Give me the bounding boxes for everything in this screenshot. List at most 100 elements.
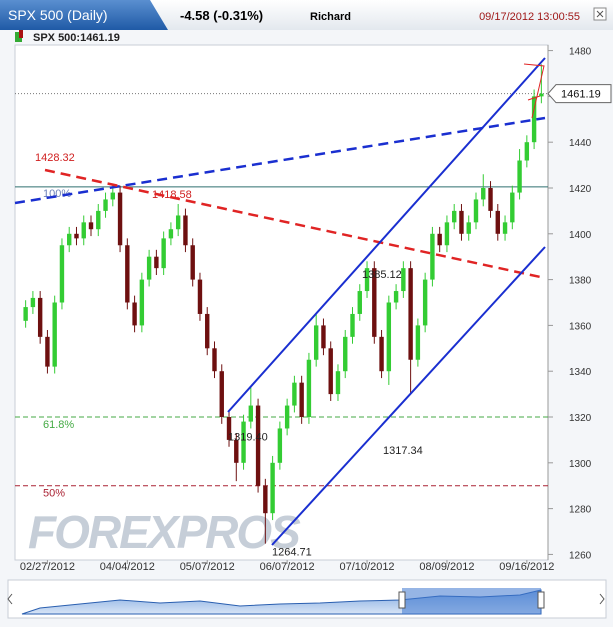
candle-body bbox=[45, 336, 50, 367]
candle-body bbox=[248, 405, 254, 422]
candle-body bbox=[67, 233, 72, 246]
candle-body bbox=[168, 229, 174, 239]
navigator-handle-left[interactable] bbox=[398, 591, 406, 609]
candle-body bbox=[110, 192, 115, 200]
candle-body bbox=[59, 245, 65, 303]
candle-body bbox=[495, 210, 500, 234]
navigator-left-arrow[interactable] bbox=[7, 593, 13, 605]
navigator-right-arrow[interactable] bbox=[599, 593, 605, 605]
title-tab[interactable] bbox=[0, 0, 168, 30]
candle-body bbox=[96, 210, 101, 230]
candle-body bbox=[52, 302, 57, 367]
x-tick-label: 02/27/2012 bbox=[20, 561, 75, 573]
y-tick-label: 1300 bbox=[569, 459, 592, 470]
x-tick-label: 07/10/2012 bbox=[340, 561, 395, 573]
price-label: 1428.32 bbox=[35, 152, 75, 164]
candle-body bbox=[539, 93, 544, 97]
candle-body bbox=[531, 96, 537, 143]
candle-body bbox=[408, 268, 413, 360]
candle-body bbox=[452, 210, 457, 223]
candle-body bbox=[175, 215, 181, 230]
candle-body bbox=[502, 222, 508, 234]
y-tick-label: 1260 bbox=[569, 550, 592, 561]
y-tick-label: 1320 bbox=[569, 413, 592, 424]
y-tick-label: 1480 bbox=[569, 47, 592, 58]
candle-body bbox=[430, 233, 435, 280]
candle-body bbox=[23, 307, 28, 321]
y-tick-label: 1420 bbox=[569, 184, 592, 195]
candle-body bbox=[30, 297, 36, 308]
candle-body bbox=[270, 462, 275, 514]
legend-icon-up bbox=[15, 32, 22, 42]
candle-body bbox=[241, 421, 246, 463]
candle-body bbox=[284, 405, 290, 429]
candle-body bbox=[473, 199, 479, 223]
x-tick-label: 06/07/2012 bbox=[260, 561, 315, 573]
change: -4.58 (-0.31%) bbox=[180, 8, 263, 23]
price-label: 1385.12 bbox=[362, 269, 402, 281]
candle-body bbox=[299, 382, 304, 418]
last-price-value: 1461.19 bbox=[561, 89, 601, 101]
candle-body bbox=[517, 160, 522, 193]
candle-body bbox=[154, 256, 159, 269]
candle-body bbox=[103, 199, 108, 211]
candle-body bbox=[263, 485, 268, 514]
candle-body bbox=[183, 215, 188, 246]
last-price-tag bbox=[547, 84, 612, 104]
channel-upper bbox=[227, 57, 546, 413]
candle-body bbox=[393, 291, 399, 303]
watermark: FOREXPROS bbox=[28, 506, 301, 558]
candle-body bbox=[125, 245, 130, 303]
price-label: 1317.34 bbox=[383, 445, 423, 457]
x-tick-label: 09/16/2012 bbox=[499, 561, 554, 573]
candle-body bbox=[292, 382, 297, 406]
price-label: 1418.58 bbox=[152, 189, 192, 201]
y-tick-label: 1400 bbox=[569, 230, 592, 241]
price-label: 1264.71 bbox=[272, 547, 312, 559]
close-icon bbox=[596, 10, 604, 18]
candle-body bbox=[372, 268, 377, 337]
candle-body bbox=[386, 302, 392, 372]
candle-body bbox=[74, 233, 79, 239]
candle-body bbox=[205, 313, 210, 349]
candle-body bbox=[510, 192, 515, 223]
candle-body bbox=[350, 313, 355, 337]
price-label: 1319.40 bbox=[228, 431, 268, 443]
datetime: 09/17/2012 13:00:55 bbox=[479, 11, 580, 23]
candle-body bbox=[132, 302, 137, 326]
candle-body bbox=[219, 371, 224, 418]
candle-body bbox=[524, 142, 530, 161]
candle-body bbox=[466, 222, 471, 234]
y-tick-label: 1360 bbox=[569, 321, 592, 332]
candle-body bbox=[139, 279, 145, 326]
fib-level-label: 50% bbox=[43, 488, 65, 500]
navigator-window[interactable] bbox=[402, 588, 541, 614]
x-tick-label: 05/07/2012 bbox=[180, 561, 235, 573]
candle-body bbox=[422, 279, 428, 326]
candle-body bbox=[255, 405, 261, 486]
candle-body bbox=[37, 297, 43, 337]
y-tick-label: 1380 bbox=[569, 276, 592, 287]
candle-body bbox=[117, 192, 123, 246]
candle-body bbox=[357, 291, 362, 314]
x-tick-label: 08/09/2012 bbox=[419, 561, 474, 573]
candle-body bbox=[81, 222, 86, 239]
candle-body bbox=[415, 325, 421, 360]
candle-body bbox=[277, 428, 283, 463]
plot: FOREXPROS 1260 1280 1300 1320 1340 1360 1380 140… bbox=[15, 47, 592, 573]
candle-body bbox=[335, 371, 341, 395]
candle-body bbox=[234, 439, 239, 463]
candle-body bbox=[321, 325, 326, 349]
navigator-handle-right[interactable] bbox=[537, 591, 545, 609]
candle-body bbox=[488, 187, 493, 211]
candle-body bbox=[364, 268, 370, 292]
trend-line-dashed-red bbox=[44, 168, 546, 280]
symbol-label: SPX 500:1461.19 bbox=[33, 32, 120, 44]
y-tick-label: 1280 bbox=[569, 505, 592, 516]
candle-body bbox=[401, 268, 406, 292]
candle-body bbox=[190, 245, 195, 280]
channel-lower bbox=[271, 246, 546, 546]
fib-level-label: 61.8% bbox=[43, 419, 74, 431]
annotation-red-marker bbox=[523, 63, 545, 119]
